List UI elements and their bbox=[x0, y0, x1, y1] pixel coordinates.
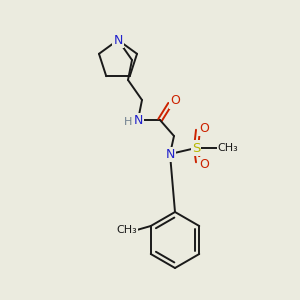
Text: H: H bbox=[124, 117, 132, 127]
Text: CH₃: CH₃ bbox=[116, 225, 137, 235]
Text: N: N bbox=[133, 113, 143, 127]
Text: O: O bbox=[170, 94, 180, 107]
Text: S: S bbox=[192, 142, 200, 154]
Text: O: O bbox=[199, 122, 209, 134]
Text: O: O bbox=[199, 158, 209, 170]
Text: CH₃: CH₃ bbox=[218, 143, 239, 153]
Text: N: N bbox=[113, 34, 123, 46]
Text: N: N bbox=[165, 148, 175, 160]
